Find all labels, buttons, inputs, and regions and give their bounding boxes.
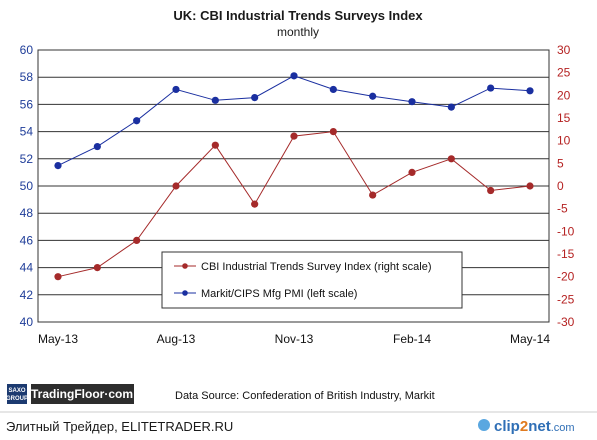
clip2net-net: net [528,418,551,435]
data-point-cbi [369,191,377,199]
data-point-pmi [54,162,62,170]
data-point-pmi [447,103,455,111]
clip2net-com: .com [551,422,575,434]
clip2net-clip: clip [494,418,520,435]
right-tick-label: -10 [557,224,575,238]
svg-text:clip2net.com: clip2net.com [494,418,575,435]
data-point-pmi [133,117,141,125]
data-point-pmi [369,92,377,100]
x-tick-label: Aug-13 [157,332,196,346]
data-point-pmi [487,84,495,92]
right-tick-label: 0 [557,179,564,193]
left-tick-label: 56 [20,97,34,111]
left-tick-label: 40 [20,315,34,329]
data-point-cbi [329,128,337,136]
data-point-pmi [93,142,101,151]
clip2net-logo: clip2net.com [478,418,575,435]
right-tick-label: 5 [557,156,564,170]
legend-label-cbi: CBI Industrial Trends Survey Index (righ… [201,261,431,273]
right-tick-label: 10 [557,134,571,148]
x-tick-label: Feb-14 [393,332,431,346]
clip2net-2: 2 [520,418,528,435]
right-tick-label: 15 [557,111,571,125]
tradingfloor-logo: TradingFloor·com [31,384,134,404]
chart-title: UK: CBI Industrial Trends Surveys Index [173,8,423,23]
right-tick-label: -25 [557,292,575,306]
data-point-pmi [290,72,298,80]
right-tick-label: 25 [557,66,571,80]
data-point-cbi [290,132,298,140]
data-point-cbi [526,182,534,190]
data-point-cbi [93,264,101,272]
left-tick-label: 54 [20,125,34,139]
series-lines [54,72,534,281]
legend-marker-cbi [182,263,188,269]
data-point-pmi [172,85,180,94]
data-point-cbi [447,155,455,163]
data-point-cbi [487,186,495,195]
watermark-elitetrader: Элитный Трейдер, ELITETRADER.RU [6,419,233,434]
data-point-pmi [526,87,534,95]
right-tick-label: -30 [557,315,575,329]
data-point-cbi [408,168,416,176]
right-axis-ticks: 30 25 20 15 10 5 0 -5 -10 -15 -20 -25 -30 [557,43,575,329]
data-point-pmi [251,94,259,102]
left-tick-label: 60 [20,43,34,57]
data-point-pmi [211,96,219,104]
right-tick-label: 30 [557,43,571,57]
left-tick-label: 52 [20,152,34,166]
chart-subtitle: monthly [277,25,319,39]
right-tick-label: 20 [557,88,571,102]
legend-label-pmi: Markit/CIPS Mfg PMI (left scale) [201,288,357,300]
left-axis-ticks: 60 58 56 54 52 50 48 46 44 42 40 [20,43,34,329]
x-tick-label: May-13 [38,332,78,346]
right-tick-label: -15 [557,247,575,261]
x-tick-label: May-14 [510,332,550,346]
data-point-cbi [251,200,259,208]
right-tick-label: -20 [557,270,575,284]
data-point-cbi [211,141,219,149]
clip2net-icon [478,419,490,431]
data-point-cbi [54,273,62,281]
saxo-group-logo: SAXO GROUP [6,384,28,404]
data-point-pmi [408,98,416,106]
right-tick-label: -5 [557,202,568,216]
left-tick-label: 42 [20,288,34,302]
data-point-pmi [329,85,337,94]
x-axis-ticks: May-13 Aug-13 Nov-13 Feb-14 May-14 [38,332,550,346]
tradingfloor-logo-text: TradingFloor·com [31,387,133,401]
data-point-cbi [172,182,180,190]
legend-marker-pmi [182,290,188,296]
saxo-logo-text: SAXO [8,388,25,394]
x-tick-label: Nov-13 [275,332,314,346]
left-tick-label: 46 [20,233,34,247]
legend: CBI Industrial Trends Survey Index (righ… [161,251,463,309]
left-tick-label: 50 [20,179,34,193]
left-tick-label: 58 [20,70,34,84]
left-tick-label: 44 [20,261,34,275]
group-logo-text: GROUP [6,396,28,402]
left-tick-label: 48 [20,206,34,220]
legend-box [161,251,463,309]
data-point-cbi [133,236,141,244]
data-source: Data Source: Confederation of British In… [175,390,435,402]
